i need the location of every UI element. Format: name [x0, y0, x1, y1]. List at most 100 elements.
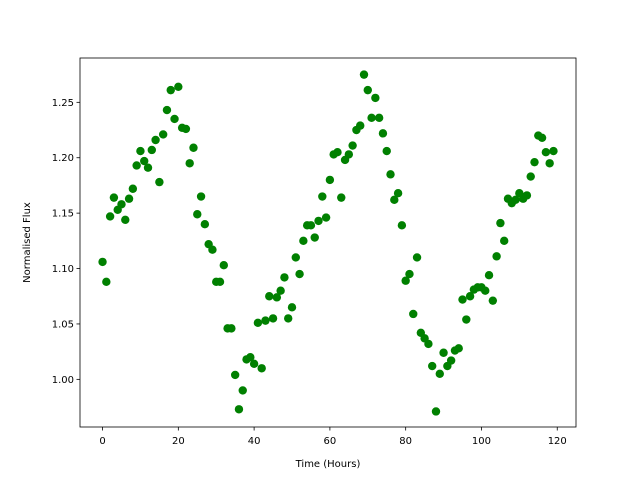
point [359, 70, 369, 79]
point [155, 177, 164, 187]
y-tick-label: 1.20 [52, 153, 74, 164]
y-tick-label: 1.15 [52, 209, 74, 220]
point [102, 277, 111, 287]
x-tick-label: 40 [248, 436, 261, 447]
point [481, 286, 490, 295]
point [409, 309, 418, 319]
point [105, 212, 115, 221]
point [431, 407, 441, 416]
point [284, 314, 293, 323]
point [151, 135, 160, 145]
x-tick-label: 0 [99, 436, 105, 447]
y-tick-label: 1.25 [52, 98, 74, 109]
point [98, 257, 107, 267]
point [492, 252, 501, 261]
y-axis-label: Normalised Flux [22, 202, 33, 283]
point [378, 129, 388, 138]
point [356, 121, 365, 130]
point [238, 386, 247, 395]
point [393, 188, 403, 198]
point [306, 221, 316, 230]
point [234, 405, 244, 414]
point [246, 352, 255, 362]
point [174, 82, 183, 92]
point [465, 292, 475, 301]
point [162, 105, 172, 115]
x-tick-label: 120 [548, 436, 567, 447]
point [386, 170, 395, 179]
point [261, 316, 270, 325]
y-tick-label: 1.00 [52, 375, 74, 386]
point [321, 213, 331, 222]
point [344, 150, 354, 159]
point [170, 114, 179, 124]
point [128, 184, 138, 193]
point [496, 218, 505, 228]
point [132, 161, 141, 170]
point [511, 195, 520, 205]
point [299, 236, 308, 246]
point [287, 303, 297, 312]
point [348, 141, 357, 150]
point [136, 146, 145, 156]
point [537, 133, 547, 142]
point [435, 369, 444, 379]
point [280, 273, 289, 282]
point [158, 130, 168, 139]
point [272, 293, 282, 302]
point [185, 159, 194, 168]
point [390, 195, 399, 205]
point [549, 146, 558, 156]
point [367, 113, 376, 123]
point [446, 356, 456, 365]
x-axis-label: Time (Hours) [295, 459, 361, 470]
point [397, 221, 407, 230]
point [458, 295, 467, 304]
point [401, 276, 410, 285]
point [382, 146, 391, 156]
point [257, 364, 266, 373]
point [291, 253, 300, 262]
point [181, 124, 191, 134]
point [318, 192, 327, 201]
point [462, 315, 471, 324]
point [227, 324, 236, 333]
point [488, 296, 498, 305]
point [143, 163, 153, 172]
plot-frame [79, 57, 577, 428]
point [276, 286, 285, 295]
point [428, 361, 437, 371]
point [522, 191, 532, 200]
point [268, 314, 278, 323]
point [499, 236, 509, 246]
point [208, 245, 217, 254]
point [121, 215, 130, 224]
point [215, 277, 225, 287]
point [374, 113, 384, 123]
point [412, 253, 422, 262]
y-tick-label: 1.10 [52, 264, 74, 275]
point [484, 270, 494, 280]
x-tick-label: 60 [324, 436, 337, 447]
point [325, 175, 335, 185]
point [454, 344, 463, 353]
x-tick-label: 20 [172, 436, 185, 447]
x-tick-label: 80 [399, 436, 412, 447]
point [189, 143, 198, 152]
x-tick-label: 100 [472, 436, 491, 447]
point [541, 147, 551, 157]
point [265, 292, 274, 301]
point [310, 233, 319, 242]
point [117, 200, 126, 209]
point [230, 370, 240, 380]
point [249, 359, 259, 369]
point [200, 220, 210, 229]
point [526, 172, 535, 181]
point [333, 147, 342, 157]
point [545, 159, 554, 168]
point [314, 216, 323, 226]
point [295, 269, 304, 279]
point [424, 339, 433, 349]
